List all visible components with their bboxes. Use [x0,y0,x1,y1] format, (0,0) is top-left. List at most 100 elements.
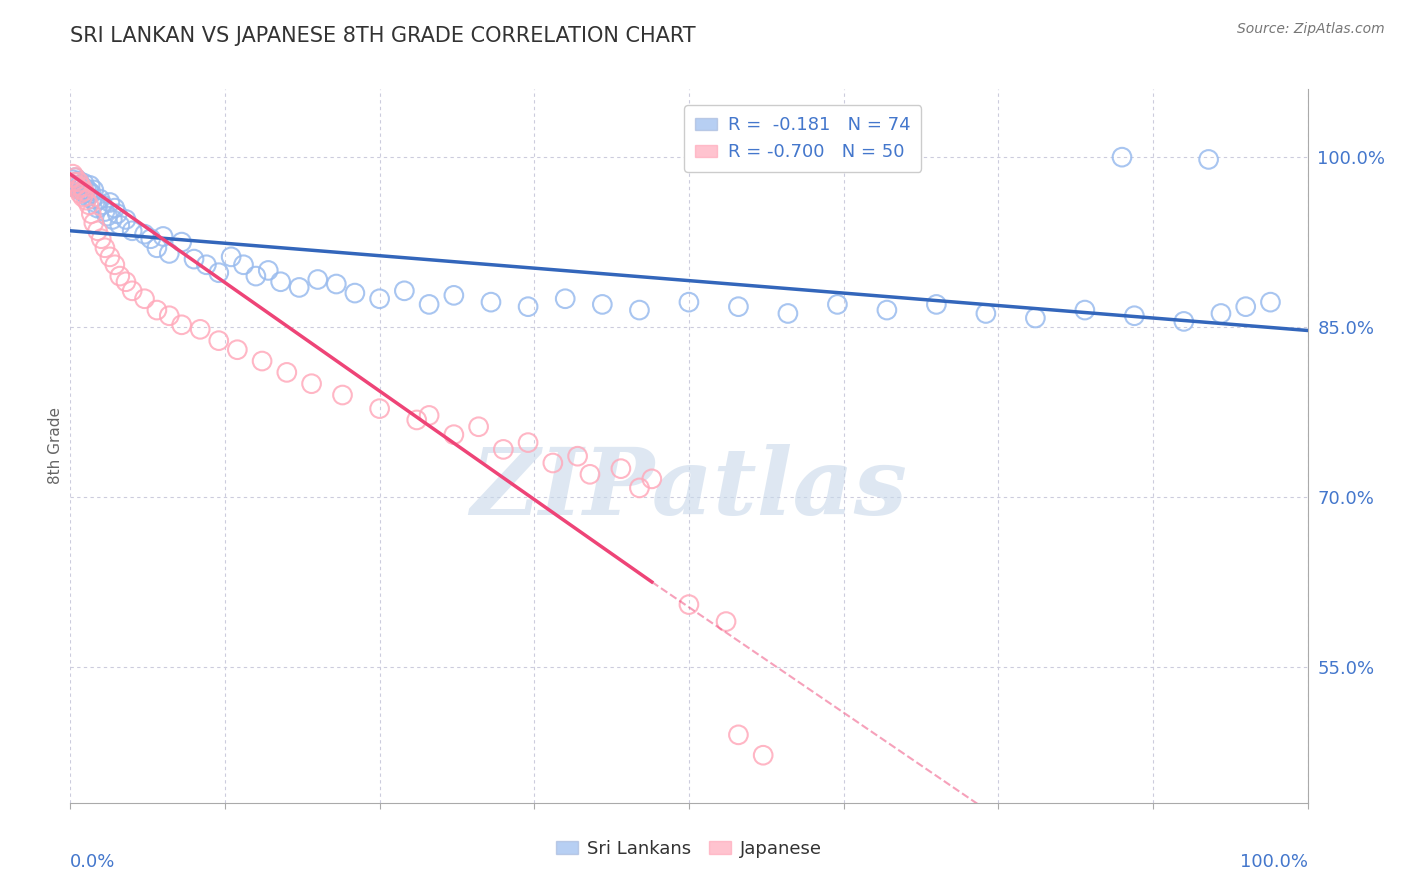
Point [232,258,254,272]
Point [82,192,104,206]
Point [1260,295,1282,310]
Point [183,252,205,266]
Point [479,295,502,310]
Point [288,280,311,294]
Point [86,224,108,238]
Point [343,286,366,301]
Point [63,178,86,193]
Text: SRI LANKAN VS JAPANESE 8TH GRADE CORRELATION CHART: SRI LANKAN VS JAPANESE 8TH GRADE CORRELA… [70,27,696,46]
Point [75,193,97,207]
Point [752,748,775,763]
Point [146,241,169,255]
Point [727,300,749,314]
Point [105,207,128,221]
Point [98,195,121,210]
Point [67,175,90,189]
Point [157,246,180,260]
Point [443,427,465,442]
Point [121,224,143,238]
Point [276,365,298,379]
Point [72,179,94,194]
Point [157,309,180,323]
Point [101,212,124,227]
Point [1234,300,1257,314]
Point [467,419,489,434]
Point [301,376,323,391]
Point [69,178,91,192]
Point [1024,311,1046,326]
Point [146,303,169,318]
Point [776,306,799,320]
Point [134,292,156,306]
Point [925,297,948,311]
Point [70,184,93,198]
Point [91,198,114,212]
Point [76,190,98,204]
Point [610,461,633,475]
Point [63,175,86,189]
Point [98,250,121,264]
Point [1209,306,1232,320]
Point [1198,153,1220,167]
Point [83,216,105,230]
Point [69,186,91,201]
Point [104,258,127,272]
Point [83,183,105,197]
Point [1123,309,1146,323]
Point [678,598,700,612]
Point [70,179,93,194]
Text: 100.0%: 100.0% [1240,853,1308,871]
Point [270,275,292,289]
Point [67,174,90,188]
Point [73,184,96,198]
Point [1074,303,1097,318]
Point [208,334,231,348]
Point [65,170,87,185]
Point [394,284,416,298]
Point [641,472,664,486]
Point [115,275,138,289]
Point [195,258,218,272]
Point [65,175,87,189]
Point [876,303,898,318]
Point [79,178,101,193]
Point [80,186,103,201]
Point [115,212,138,227]
Point [517,300,540,314]
Point [492,442,515,457]
Point [1173,314,1195,328]
Point [257,263,280,277]
Point [96,209,118,223]
Point [567,449,589,463]
Text: 0.0%: 0.0% [70,853,115,871]
Point [332,388,354,402]
Point [89,192,111,206]
Text: ZIPatlas: ZIPatlas [471,444,907,533]
Point [65,178,87,193]
Point [170,318,193,332]
Point [727,728,749,742]
Point [325,277,347,291]
Point [208,266,231,280]
Point [152,229,174,244]
Point [307,272,329,286]
Point [66,182,89,196]
Point [418,409,440,423]
Point [108,218,131,232]
Point [188,322,211,336]
Point [418,297,440,311]
Point [579,467,602,482]
Point [245,269,267,284]
Point [226,343,249,357]
Point [714,615,737,629]
Point [139,232,162,246]
Point [517,435,540,450]
Point [65,170,87,185]
Point [368,292,391,306]
Point [134,227,156,242]
Point [94,204,117,219]
Point [73,176,96,190]
Point [90,232,112,246]
Point [75,182,97,196]
Point [121,284,143,298]
